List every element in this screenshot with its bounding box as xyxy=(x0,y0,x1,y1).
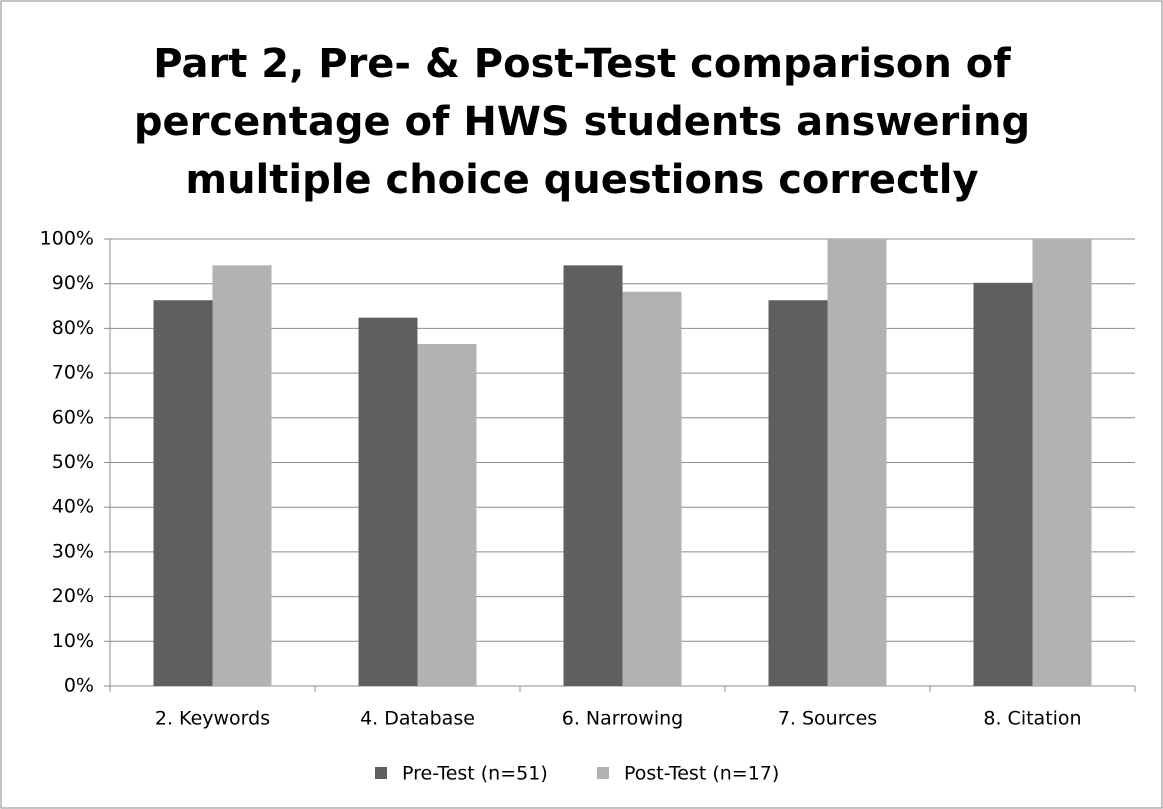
y-tick-label: 100% xyxy=(40,228,94,250)
x-tick-label: 6. Narrowing xyxy=(562,708,683,730)
bar xyxy=(1032,239,1092,686)
x-tick-label: 4. Database xyxy=(360,708,475,730)
bar xyxy=(153,300,213,686)
bar xyxy=(768,300,828,686)
y-tick-label: 50% xyxy=(52,451,94,473)
y-tick-label: 30% xyxy=(52,540,94,562)
bar xyxy=(417,344,477,686)
y-tick-label: 40% xyxy=(52,496,94,518)
legend-label: Pre-Test (n=51) xyxy=(402,763,548,785)
y-tick-label: 10% xyxy=(52,630,94,652)
bar xyxy=(563,265,623,686)
bar xyxy=(827,239,887,686)
bar xyxy=(212,265,272,686)
bar xyxy=(973,282,1033,686)
y-tick-label: 80% xyxy=(52,317,94,339)
x-tick-label: 2. Keywords xyxy=(155,708,270,730)
x-tick-label: 7. Sources xyxy=(778,708,877,730)
chart-title: Part 2, Pre- & Post-Test comparison of xyxy=(153,41,1011,87)
y-tick-label: 60% xyxy=(52,406,94,428)
bar xyxy=(622,291,682,686)
legend-swatch xyxy=(597,767,609,779)
chart-title: percentage of HWS students answering xyxy=(134,99,1030,145)
y-tick-label: 0% xyxy=(64,675,94,697)
y-tick-label: 20% xyxy=(52,585,94,607)
legend-label: Post-Test (n=17) xyxy=(624,763,779,785)
y-tick-label: 70% xyxy=(52,362,94,384)
bar xyxy=(358,317,418,686)
legend-swatch xyxy=(375,767,387,779)
chart-title: multiple choice questions correctly xyxy=(185,157,978,203)
y-tick-label: 90% xyxy=(52,272,94,294)
x-tick-label: 8. Citation xyxy=(983,708,1081,730)
